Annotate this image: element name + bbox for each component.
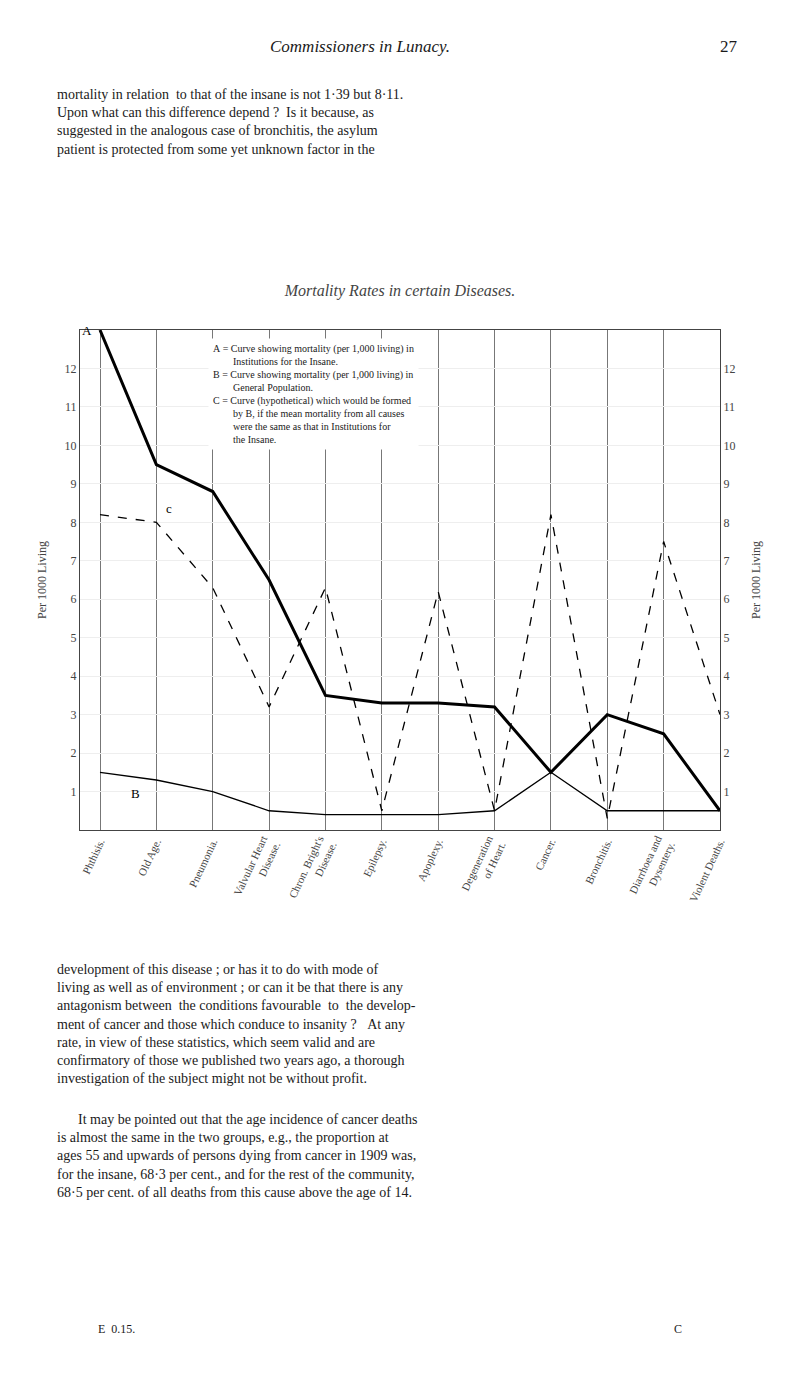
svg-text:Per 1000 Living: Per 1000 Living <box>749 541 763 619</box>
svg-text:1: 1 <box>71 785 77 799</box>
svg-text:development of this disease ;: development of this disease ; or has it … <box>57 962 416 1086</box>
svg-text:12: 12 <box>723 362 735 376</box>
svg-text:3: 3 <box>71 708 77 722</box>
svg-text:7: 7 <box>723 554 729 568</box>
svg-text:Old Age.: Old Age. <box>135 837 163 878</box>
svg-text:4: 4 <box>723 669 729 683</box>
svg-text:Apoplexy.: Apoplexy. <box>415 837 445 883</box>
svg-text:8: 8 <box>71 516 77 530</box>
svg-text:A = Curve showing mortality (p: A = Curve showing mortality (per 1,000 l… <box>213 343 414 445</box>
svg-text:C: C <box>674 1322 682 1336</box>
svg-text:Valvular HeartDisease.: Valvular HeartDisease. <box>231 834 282 904</box>
svg-text:11: 11 <box>723 400 735 414</box>
svg-text:Violent Deaths.: Violent Deaths. <box>687 837 727 904</box>
svg-text:9: 9 <box>723 477 729 491</box>
svg-text:Bronchitis.: Bronchitis. <box>583 837 615 886</box>
svg-text:Diarrhoea andDysentery.: Diarrhoea andDysentery. <box>627 833 678 901</box>
svg-text:4: 4 <box>71 669 77 683</box>
svg-text:Cancer.: Cancer. <box>533 837 558 872</box>
svg-text:c: c <box>166 501 172 516</box>
svg-text:Per 1000 Living: Per 1000 Living <box>35 541 49 619</box>
svg-text:2: 2 <box>723 746 729 760</box>
svg-text:Pneumonia.: Pneumonia. <box>187 837 220 890</box>
svg-text:5: 5 <box>723 631 729 645</box>
svg-text:11: 11 <box>65 400 77 414</box>
svg-text:mortality in relation to that: mortality in relation to that of the ins… <box>57 87 403 157</box>
svg-text:6: 6 <box>71 592 77 606</box>
svg-text:8: 8 <box>723 516 729 530</box>
svg-text:10: 10 <box>65 439 77 453</box>
svg-text:10: 10 <box>723 439 735 453</box>
svg-text:Mortality Rates in certain Dis: Mortality Rates in certain Diseases. <box>284 282 516 300</box>
svg-text:Epilepsy.: Epilepsy. <box>361 837 389 879</box>
svg-text:27: 27 <box>720 37 738 56</box>
svg-text:3: 3 <box>723 708 729 722</box>
svg-text:5: 5 <box>71 631 77 645</box>
svg-text:9: 9 <box>71 477 77 491</box>
svg-text:A: A <box>82 323 92 338</box>
svg-text:Phthisis.: Phthisis. <box>80 837 107 876</box>
svg-text:12: 12 <box>65 362 77 376</box>
svg-text:6: 6 <box>723 592 729 606</box>
svg-text:Chron. Bright'sDisease.: Chron. Bright'sDisease. <box>286 834 338 906</box>
svg-text:It may be pointed out that the: It may be pointed out that the age incid… <box>57 1112 417 1200</box>
svg-text:1: 1 <box>723 785 729 799</box>
svg-text:E 0.15.: E 0.15. <box>98 1322 135 1336</box>
svg-text:B: B <box>131 786 140 801</box>
svg-text:7: 7 <box>71 554 77 568</box>
svg-text:Commissioners in Lunacy.: Commissioners in Lunacy. <box>270 37 450 56</box>
svg-text:2: 2 <box>71 746 77 760</box>
svg-text:Degenerationof Heart.: Degenerationof Heart. <box>459 833 508 898</box>
